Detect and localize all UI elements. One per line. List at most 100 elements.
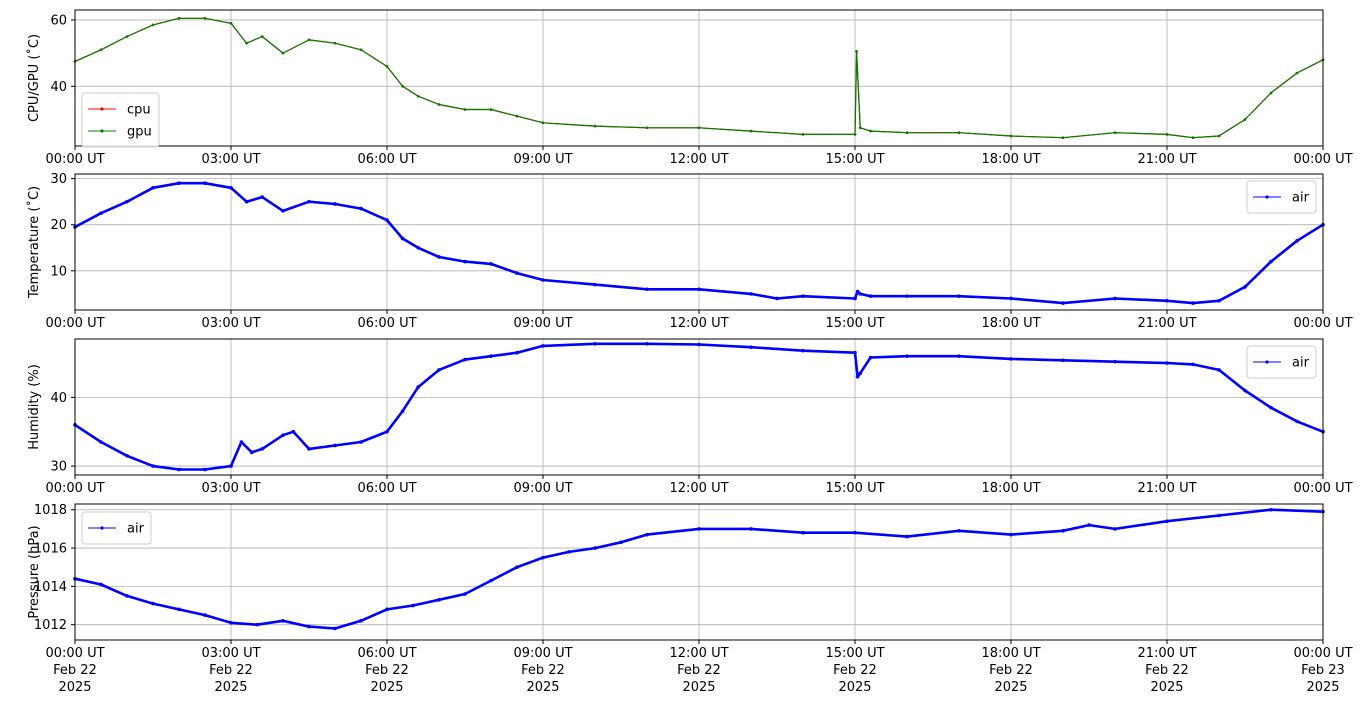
data-point-gpu <box>749 129 753 133</box>
data-point-air <box>291 429 296 434</box>
data-point-air <box>229 464 233 468</box>
panel-2-xtick-label: 18:00 UT <box>981 481 1040 496</box>
data-point-air <box>489 354 493 358</box>
data-point-gpu <box>957 131 961 135</box>
data-point-air <box>515 271 519 275</box>
data-point-air <box>957 529 961 533</box>
data-point-air <box>333 202 337 206</box>
data-point-gpu <box>401 84 404 88</box>
legend-label-air: air <box>1292 191 1310 206</box>
data-point-air <box>853 350 857 355</box>
xtick-year-label: 2025 <box>58 680 91 695</box>
data-point-gpu <box>99 48 103 52</box>
data-point-air <box>541 278 545 282</box>
data-point-gpu <box>489 108 493 111</box>
legend-label-cpu: cpu <box>127 103 151 118</box>
xtick-year-label: 2025 <box>1150 680 1183 695</box>
legend-label-gpu: gpu <box>127 125 152 140</box>
data-point-air <box>1295 239 1299 243</box>
data-point-gpu <box>125 35 129 38</box>
panel-0-xtick-label: 09:00 UT <box>513 152 572 167</box>
panel-2-ylabel: Humidity (%) <box>27 364 42 450</box>
panel-0-legend <box>81 92 160 148</box>
data-point-air <box>1243 285 1247 289</box>
data-point-gpu <box>463 108 467 111</box>
data-point-air <box>749 345 753 350</box>
data-point-air <box>645 287 649 292</box>
data-point-gpu <box>541 121 545 125</box>
panel-2-xtick-label: 03:00 UT <box>201 481 260 496</box>
data-point-gpu <box>359 48 363 52</box>
legend-marker-air <box>1265 195 1269 199</box>
data-point-air <box>1269 259 1273 264</box>
panel-2-xtick-label: 00:00 UT <box>1293 481 1352 496</box>
panel-1-xtick-label: 09:00 UT <box>513 316 572 331</box>
data-point-air <box>1113 527 1117 531</box>
panel-0-ylabel: CPU/GPU (˚C) <box>26 34 42 122</box>
data-point-air <box>99 582 103 587</box>
panel-0-xtick-label: 21:00 UT <box>1137 152 1196 167</box>
data-point-air <box>437 255 441 259</box>
data-point-air <box>151 601 155 606</box>
xtick-date-label: Feb 23 <box>1301 663 1345 678</box>
panel-2-ytick-label: 40 <box>50 391 67 406</box>
data-point-air <box>1061 529 1065 533</box>
data-point-air <box>775 296 779 301</box>
panel-3-ylabel: Pressure (hPa) <box>27 525 42 618</box>
data-point-air <box>749 292 753 296</box>
data-point-gpu <box>853 133 857 136</box>
data-point-air <box>1269 507 1273 512</box>
panel-3-xtick-label: 00:00 UT <box>45 646 104 661</box>
data-point-gpu <box>697 126 701 130</box>
panel-3-xtick-label: 06:00 UT <box>357 646 416 661</box>
legend-marker-air <box>100 526 104 530</box>
panel-0-xtick-label: 06:00 UT <box>357 152 416 167</box>
data-point-air <box>567 550 571 554</box>
data-point-air <box>229 186 233 190</box>
panel-2-legend <box>1246 345 1317 379</box>
data-point-air <box>541 555 545 560</box>
panel-1-ylabel: Temperature (˚C) <box>26 186 42 299</box>
data-point-air <box>333 626 337 631</box>
data-point-air <box>177 607 181 612</box>
data-point-air <box>801 530 805 535</box>
series-line-gpu <box>74 17 1324 139</box>
data-point-air <box>1061 358 1065 363</box>
data-point-air <box>697 527 701 531</box>
data-point-gpu <box>1269 91 1273 95</box>
panel-2-xtick-label: 12:00 UT <box>669 481 728 496</box>
data-point-air <box>858 292 862 296</box>
data-point-gpu <box>151 23 155 27</box>
data-point-air <box>957 354 961 358</box>
data-point-air <box>437 597 441 602</box>
data-point-air <box>125 453 129 458</box>
legend-label-air: air <box>1292 356 1310 371</box>
panel-3-xtick-label: 12:00 UT <box>669 646 728 661</box>
legend-label-air: air <box>127 522 145 537</box>
panel-2-xtick-label: 09:00 UT <box>513 481 572 496</box>
xtick-date-label: Feb 22 <box>833 663 877 678</box>
data-point-air <box>801 348 805 353</box>
data-point-air <box>385 429 389 434</box>
data-point-gpu <box>1165 133 1169 136</box>
data-point-air <box>853 296 857 301</box>
data-point-air <box>1165 298 1169 303</box>
panel-3-xtick-label: 15:00 UT <box>825 646 884 661</box>
data-point-gpu <box>1295 71 1299 75</box>
data-point-gpu <box>593 124 597 128</box>
data-point-air <box>416 385 421 389</box>
data-point-air <box>250 450 254 455</box>
xtick-date-label: Feb 22 <box>989 663 1033 678</box>
data-point-air <box>177 467 181 472</box>
panel-0-xtick-label: 03:00 UT <box>201 152 260 167</box>
data-point-air <box>645 342 649 346</box>
panel-2-xtick-label: 21:00 UT <box>1137 481 1196 496</box>
panel-3-legend <box>81 511 152 545</box>
data-point-air <box>1009 296 1013 301</box>
data-point-air <box>858 371 862 376</box>
panel-3-xtick-label: 09:00 UT <box>513 646 572 661</box>
data-point-air <box>541 344 545 348</box>
xtick-year-label: 2025 <box>838 680 871 695</box>
data-point-air <box>1165 519 1169 524</box>
